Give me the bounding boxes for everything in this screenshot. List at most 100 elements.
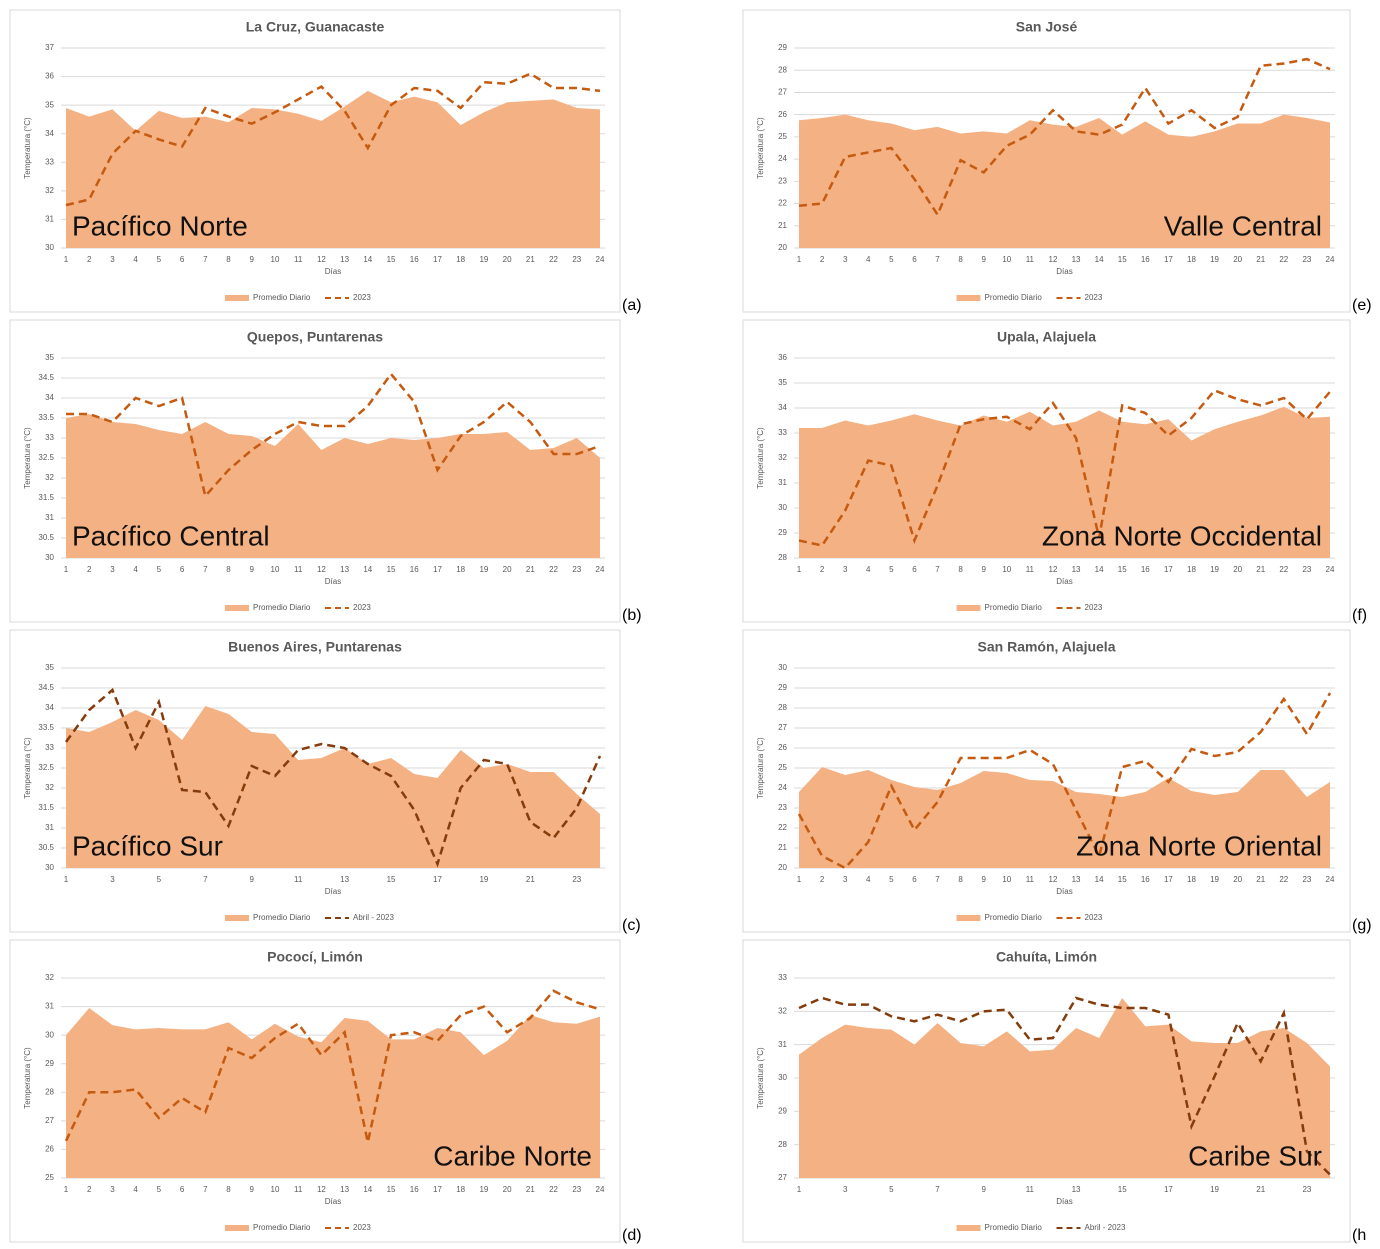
- x-tick-label: 9: [981, 875, 986, 884]
- x-tick-label: 3: [843, 255, 848, 264]
- x-tick-label: 17: [433, 1185, 442, 1194]
- x-tick-label: 9: [250, 565, 255, 574]
- x-tick-label: 14: [363, 1185, 372, 1194]
- x-tick-label: 9: [981, 255, 986, 264]
- x-tick-label: 3: [110, 255, 115, 264]
- y-tick-label: 22: [778, 823, 787, 832]
- x-tick-label: 7: [935, 565, 940, 574]
- y-tick-label: 35: [45, 353, 54, 362]
- x-tick-label: 23: [1302, 565, 1311, 574]
- x-tick-label: 22: [549, 565, 558, 574]
- x-tick-label: 23: [572, 565, 581, 574]
- line: [798, 389, 1331, 547]
- chart-panel: Upala, Alajuela282930313233343536Tempera…: [742, 319, 1367, 624]
- x-tick-label: 4: [133, 1185, 138, 1194]
- x-tick-label: 20: [1233, 875, 1242, 884]
- y-tick-label: 28: [778, 703, 787, 712]
- x-tick-label: 7: [203, 565, 208, 574]
- y-tick-label: 32: [45, 186, 54, 195]
- legend-label: Promedio Diario: [985, 603, 1043, 612]
- legend-swatch: [225, 915, 249, 921]
- x-tick-label: 17: [1164, 565, 1173, 574]
- legend-swatch: [956, 295, 981, 301]
- y-tick-label: 32: [45, 783, 54, 792]
- y-tick-label: 27: [778, 1173, 787, 1182]
- x-tick-label: 19: [479, 565, 488, 574]
- legend-label: Promedio Diario: [985, 293, 1043, 302]
- y-tick-label: 29: [45, 1059, 54, 1068]
- x-tick-label: 18: [456, 255, 465, 264]
- x-tick-label: 13: [340, 565, 349, 574]
- x-tick-label: 23: [572, 255, 581, 264]
- y-tick-label: 30: [45, 863, 54, 872]
- y-tick-label: 33: [778, 428, 787, 437]
- x-tick-label: 11: [1026, 1185, 1035, 1194]
- x-tick-label: 20: [503, 565, 512, 574]
- y-tick-label: 33: [45, 743, 54, 752]
- x-tick-label: 3: [843, 1185, 848, 1194]
- legend-label: Abril - 2023: [353, 913, 394, 922]
- x-tick-label: 17: [1164, 875, 1173, 884]
- x-tick-label: 6: [180, 1185, 185, 1194]
- x-tick-label: 17: [433, 565, 442, 574]
- y-tick-label: 29: [778, 43, 787, 52]
- chart-title: San Ramón, Alajuela: [978, 639, 1116, 655]
- x-tick-label: 5: [889, 565, 894, 574]
- x-axis-label: Días: [325, 267, 341, 276]
- y-axis-label: Temperatura (°C): [23, 117, 32, 179]
- chart-title: Quepos, Puntarenas: [247, 329, 383, 345]
- x-tick-label: 24: [1326, 565, 1335, 574]
- x-tick-label: 17: [433, 255, 442, 264]
- annotation: Caribe Sur: [1188, 1140, 1322, 1171]
- legend-label: 2023: [353, 1223, 371, 1232]
- panel-label: (h: [1352, 1227, 1366, 1244]
- chart-title: San José: [1016, 19, 1078, 35]
- x-tick-label: 17: [1164, 1185, 1173, 1194]
- x-tick-label: 19: [1210, 875, 1219, 884]
- panel-label: (b): [622, 607, 642, 624]
- x-tick-label: 21: [1256, 255, 1265, 264]
- x-tick-label: 16: [1141, 255, 1150, 264]
- x-tick-label: 22: [1279, 875, 1288, 884]
- legend-swatch: [956, 915, 981, 921]
- y-tick-label: 36: [778, 353, 787, 362]
- x-tick-label: 11: [1026, 875, 1035, 884]
- legend-swatch: [956, 605, 981, 611]
- chart-title: Pococí, Limón: [267, 949, 363, 965]
- x-tick-label: 13: [340, 1185, 349, 1194]
- y-tick-label: 35: [45, 100, 54, 109]
- panel-label: (e): [1352, 297, 1372, 314]
- y-tick-label: 26: [778, 110, 787, 119]
- annotation: Pacífico Central: [72, 520, 270, 551]
- area: [66, 1008, 600, 1178]
- x-tick-label: 8: [958, 255, 963, 264]
- x-tick-label: 24: [596, 1185, 605, 1194]
- y-tick-label: 31: [45, 215, 54, 224]
- x-axis-label: Días: [1056, 887, 1072, 896]
- x-tick-label: 13: [1072, 565, 1081, 574]
- x-tick-label: 3: [110, 1185, 115, 1194]
- legend-swatch: [225, 295, 249, 301]
- x-tick-label: 19: [1210, 255, 1219, 264]
- panel-label: (c): [622, 917, 641, 934]
- x-axis-label: Días: [325, 887, 341, 896]
- x-tick-label: 21: [526, 875, 535, 884]
- x-tick-label: 8: [226, 1185, 231, 1194]
- panel-label: (f): [1352, 607, 1367, 624]
- x-tick-label: 13: [1072, 255, 1081, 264]
- x-tick-label: 8: [958, 875, 963, 884]
- line: [797, 692, 1332, 870]
- y-tick-label: 30: [45, 1030, 54, 1039]
- x-tick-label: 21: [1256, 1185, 1265, 1194]
- legend-swatch: [225, 1225, 249, 1231]
- y-axis-label: Temperatura (°C): [756, 117, 765, 179]
- x-tick-label: 8: [958, 565, 963, 574]
- panel-label: (a): [622, 297, 642, 314]
- x-tick-label: 13: [340, 255, 349, 264]
- y-tick-label: 28: [778, 553, 787, 562]
- line: [65, 72, 601, 207]
- x-tick-label: 3: [843, 565, 848, 574]
- x-tick-label: 23: [1302, 1185, 1311, 1194]
- legend-swatch: [225, 605, 249, 611]
